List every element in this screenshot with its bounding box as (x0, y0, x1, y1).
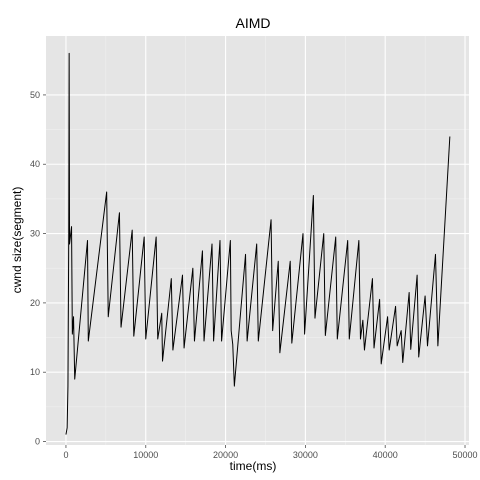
x-tick-label: 50000 (452, 450, 477, 460)
x-tick-label: 30000 (293, 450, 318, 460)
plot-panel (46, 36, 469, 445)
grid-lines (46, 36, 469, 445)
y-tick-label: 20 (30, 298, 40, 308)
axes: 0 10000 20000 30000 40000 50000 0 10 20 30 40 50 (30, 90, 478, 460)
x-tick-label: 10000 (133, 450, 158, 460)
series-line-cwnd (65, 52, 451, 435)
y-tick-label: 30 (30, 229, 40, 239)
series-layer (65, 52, 451, 435)
y-tick-label: 0 (35, 437, 40, 447)
x-tick-label: 0 (63, 450, 68, 460)
y-tick-label: 40 (30, 159, 40, 169)
x-tick-label: 20000 (213, 450, 238, 460)
x-tick-label: 40000 (373, 450, 398, 460)
chart-title: AIMD (236, 15, 271, 31)
y-tick-label: 10 (30, 367, 40, 377)
x-axis-title: time(ms) (230, 459, 277, 473)
y-tick-label: 50 (30, 90, 40, 100)
y-axis-title: cwnd size(segment) (10, 187, 24, 294)
